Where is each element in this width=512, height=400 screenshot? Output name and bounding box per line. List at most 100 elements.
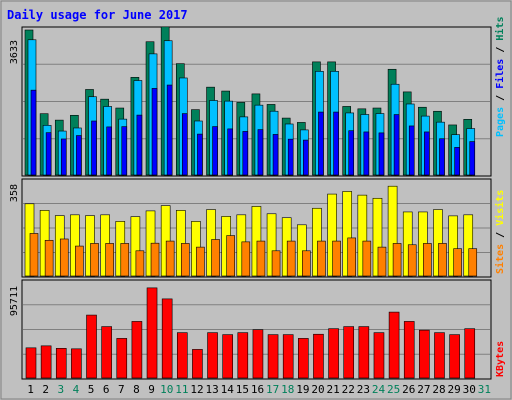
day-label-31: 31 bbox=[478, 383, 491, 396]
sites-bar-day-6 bbox=[105, 243, 114, 277]
sites-bar-day-21 bbox=[332, 240, 341, 277]
kbytes-bar-day-30 bbox=[464, 328, 476, 379]
hits-files-pages-panel bbox=[21, 26, 492, 177]
kbytes-bar-day-11 bbox=[176, 332, 188, 379]
legend-visits-sites: Sites / Visits bbox=[494, 190, 506, 274]
kbytes-bar-day-2 bbox=[40, 345, 52, 379]
day-label-24: 24 bbox=[372, 383, 386, 396]
day-label-30: 30 bbox=[463, 383, 476, 396]
pages-bar-day-1 bbox=[30, 89, 37, 176]
visits-bar-day-23 bbox=[357, 194, 368, 277]
y-max-label-visits: 358 bbox=[9, 184, 20, 202]
legend-hits-files-pages: Pages / Files / Hits bbox=[494, 17, 506, 138]
sites-bar-day-22 bbox=[347, 237, 357, 277]
sites-bar-day-16 bbox=[256, 240, 266, 277]
day-label-20: 20 bbox=[311, 383, 324, 396]
kbytes-bar-day-16 bbox=[252, 329, 264, 379]
day-label-18: 18 bbox=[281, 383, 294, 396]
pages-bar-day-13 bbox=[212, 126, 218, 176]
kbytes-bar-day-4 bbox=[71, 348, 82, 379]
sites-bar-day-2 bbox=[44, 239, 54, 277]
day-label-28: 28 bbox=[432, 383, 445, 396]
kbytes-bar-day-12 bbox=[192, 349, 203, 379]
day-label-8: 8 bbox=[133, 383, 140, 396]
sites-bar-day-18 bbox=[286, 240, 296, 277]
kbytes-bar-day-21 bbox=[328, 328, 339, 379]
sites-bar-day-23 bbox=[362, 240, 372, 277]
kbytes-bar-day-1 bbox=[25, 347, 37, 379]
kbytes-bar-day-25 bbox=[388, 311, 400, 379]
day-label-13: 13 bbox=[205, 383, 218, 396]
sites-bar-day-19 bbox=[302, 250, 311, 277]
legend-kbytes-group: KBytes bbox=[495, 341, 506, 377]
pages-bar-day-15 bbox=[242, 131, 249, 176]
pages-bar-day-24 bbox=[378, 132, 385, 176]
kbytes-bar-day-18 bbox=[282, 334, 294, 379]
kbytes-bar-day-24 bbox=[373, 332, 385, 379]
sites-bar-day-1 bbox=[29, 233, 39, 277]
pages-bar-day-2 bbox=[45, 132, 52, 176]
kbytes-bar-day-20 bbox=[313, 333, 324, 379]
visits-bar-day-17 bbox=[266, 213, 277, 277]
day-label-7: 7 bbox=[118, 383, 125, 396]
visits-bar-day-4 bbox=[70, 214, 80, 277]
pages-bar-day-6 bbox=[106, 126, 112, 176]
kbytes-bar-day-17 bbox=[267, 334, 279, 379]
kbytes-bar-day-28 bbox=[434, 332, 445, 379]
day-label-16: 16 bbox=[251, 383, 264, 396]
kbytes-bar-day-27 bbox=[419, 329, 430, 379]
legend-sep-1: / bbox=[495, 95, 506, 101]
pages-bar-day-9 bbox=[151, 88, 158, 176]
kbytes-bar-day-7 bbox=[116, 338, 128, 379]
pages-bar-day-21 bbox=[333, 111, 339, 176]
day-label-12: 12 bbox=[190, 383, 203, 396]
pages-bar-day-12 bbox=[197, 133, 203, 176]
sites-bar-day-12 bbox=[196, 246, 205, 277]
pages-bar-day-26 bbox=[408, 125, 415, 176]
day-label-6: 6 bbox=[103, 383, 110, 396]
day-label-29: 29 bbox=[448, 383, 461, 396]
pages-bar-day-17 bbox=[272, 134, 279, 176]
pages-bar-day-25 bbox=[393, 114, 400, 176]
pages-bar-day-20 bbox=[318, 111, 324, 176]
pages-bar-day-7 bbox=[121, 126, 128, 176]
day-label-25: 25 bbox=[387, 383, 400, 396]
kbytes-bar-day-22 bbox=[343, 326, 355, 379]
visits-sites-panel bbox=[21, 178, 492, 278]
kbytes-bar-day-9 bbox=[146, 287, 158, 379]
y-max-label-kbytes: 95711 bbox=[9, 286, 20, 316]
y-max-label-hits: 3633 bbox=[9, 40, 20, 64]
pages-bar-day-19 bbox=[303, 139, 309, 176]
kbytes-bar-day-19 bbox=[298, 338, 309, 379]
visits-bar-day-26 bbox=[402, 211, 413, 277]
sites-bar-day-24 bbox=[377, 246, 387, 277]
x-axis-day-labels: 1 2 3 4 5 6 7 8 9 10 11 12 13 14 15 16 17 18 19 20 21 22 23 24 2… bbox=[27, 383, 491, 396]
sites-bar-day-9 bbox=[150, 242, 160, 277]
day-label-21: 21 bbox=[327, 383, 340, 396]
sites-bar-day-7 bbox=[120, 243, 130, 277]
pages-bar-day-10 bbox=[166, 84, 173, 176]
sites-bar-day-8 bbox=[135, 250, 145, 277]
svg-text:Pages / Files: Pages / Files / Hits bbox=[494, 17, 506, 138]
sites-bar-day-15 bbox=[241, 241, 251, 277]
sites-bar-day-30 bbox=[468, 248, 478, 277]
day-label-5: 5 bbox=[88, 383, 95, 396]
sites-bar-day-29 bbox=[453, 248, 462, 277]
pages-bar-day-18 bbox=[287, 138, 294, 176]
kbytes-panel bbox=[21, 279, 492, 380]
pages-bar-day-23 bbox=[363, 131, 370, 176]
legend-pages: Pages bbox=[495, 107, 506, 137]
day-label-17: 17 bbox=[266, 383, 279, 396]
visits-bar-day-8 bbox=[130, 216, 141, 277]
kbytes-bar-day-26 bbox=[403, 321, 415, 379]
day-label-4: 4 bbox=[73, 383, 80, 396]
legend-kbytes: KBytes bbox=[495, 341, 506, 377]
sites-bar-day-27 bbox=[423, 243, 432, 277]
sites-bar-day-20 bbox=[317, 240, 326, 277]
visits-bar-day-22 bbox=[342, 191, 353, 277]
sites-bar-day-28 bbox=[438, 243, 447, 277]
day-label-10: 10 bbox=[160, 383, 173, 396]
pages-bar-day-28 bbox=[439, 138, 445, 176]
day-label-14: 14 bbox=[221, 383, 235, 396]
visits-bar-day-19 bbox=[297, 224, 307, 277]
